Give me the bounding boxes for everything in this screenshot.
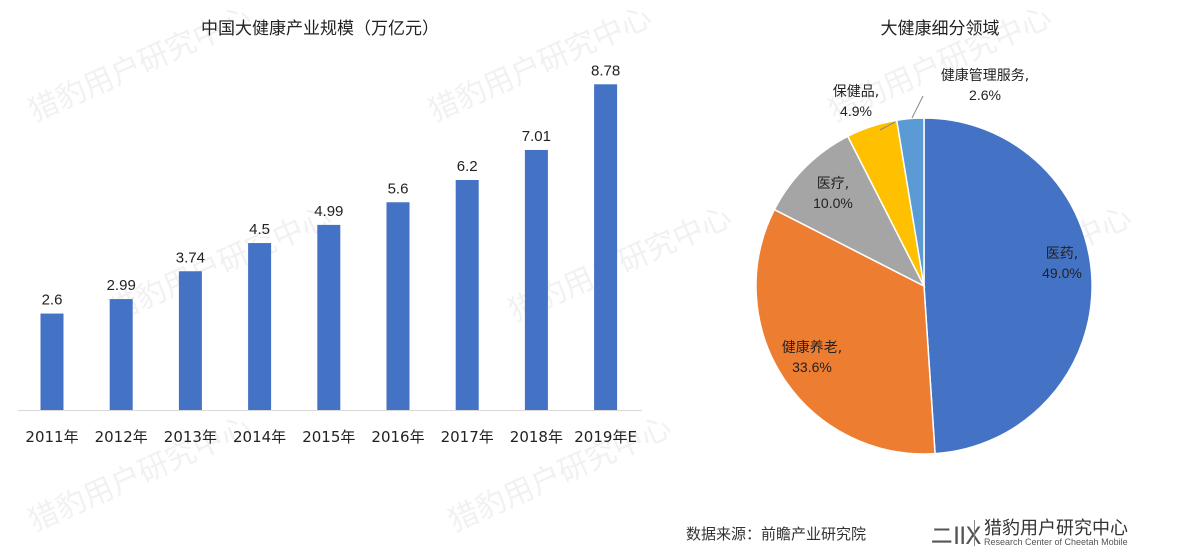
category-label-6: 2017年 xyxy=(441,428,494,446)
brand-block: ニIIX 猎豹用户研究中心 Research Center of Cheetah… xyxy=(930,512,1170,552)
brand-separator xyxy=(974,520,975,546)
category-label-4: 2015年 xyxy=(302,428,355,446)
category-label-2: 2013年 xyxy=(164,428,217,446)
brand-logo-icon: ニIIX xyxy=(930,522,982,550)
bar-0 xyxy=(40,313,64,410)
bar-value-label-7: 7.01 xyxy=(522,128,551,145)
pie-value-label-4: 2.6% xyxy=(969,87,1001,103)
pie-slice-2 xyxy=(773,135,926,288)
pie-value-label-2: 10.0% xyxy=(813,195,853,211)
pie-chart: 医药, 49.0% 健康养老, 33.6% 医疗, 10.0% 保健品, 4.9% 健康管理服务… xyxy=(755,67,1093,455)
bar-4 xyxy=(317,224,341,410)
bar-7 xyxy=(524,149,548,411)
pie-value-label-0: 49.0% xyxy=(1042,265,1082,281)
brand-subtitle: Research Center of Cheetah Mobile xyxy=(984,537,1128,547)
brand-name: 猎豹用户研究中心 xyxy=(984,518,1128,539)
leader-line-3 xyxy=(879,121,896,131)
pie-slice-1 xyxy=(755,208,936,455)
bar-8 xyxy=(594,84,618,411)
pie-value-label-1: 33.6% xyxy=(792,359,832,375)
bar-5 xyxy=(386,202,410,410)
pie-slice-0 xyxy=(923,117,1093,455)
bar-value-label-8: 8.78 xyxy=(591,62,620,79)
pie-chart-title: 大健康细分领域 xyxy=(880,19,1000,39)
pie-name-label-4: 健康管理服务, xyxy=(941,67,1029,84)
bar-value-label-5: 5.6 xyxy=(388,180,409,197)
bar-chart-title: 中国大健康产业规模（万亿元） xyxy=(201,19,439,39)
bar-2 xyxy=(178,271,202,410)
category-label-1: 2012年 xyxy=(95,428,148,446)
pie-name-label-2: 医疗, xyxy=(817,176,849,192)
pie-slice-4 xyxy=(895,117,925,287)
bar-3 xyxy=(248,243,272,410)
pie-name-label-1: 健康养老, xyxy=(782,339,842,356)
leader-line-4 xyxy=(911,95,924,119)
bar-1 xyxy=(109,299,133,410)
bar-value-label-4: 4.99 xyxy=(314,203,343,220)
pie-name-label-3: 保健品, xyxy=(833,84,879,100)
bar-chart: 2.6 2011年 2.99 2012年 3.74 2013年 4.5 2014年 4.99 20… xyxy=(18,62,642,446)
pie-name-label-0: 医药, xyxy=(1046,246,1078,262)
bar-value-label-2: 3.74 xyxy=(176,249,205,266)
bar-6 xyxy=(455,180,479,410)
category-label-8: 2019年E xyxy=(574,428,637,446)
bar-value-label-3: 4.5 xyxy=(249,221,270,238)
category-label-5: 2016年 xyxy=(371,428,424,446)
category-label-7: 2018年 xyxy=(510,428,563,446)
category-label-0: 2011年 xyxy=(25,428,78,446)
category-label-3: 2014年 xyxy=(233,428,286,446)
bar-value-label-0: 2.6 xyxy=(42,292,63,309)
bar-value-label-1: 2.99 xyxy=(107,277,136,294)
data-source-note: 数据来源：前瞻产业研究院 xyxy=(686,525,867,543)
bar-value-label-6: 6.2 xyxy=(457,158,478,175)
pie-value-label-3: 4.9% xyxy=(840,103,872,119)
